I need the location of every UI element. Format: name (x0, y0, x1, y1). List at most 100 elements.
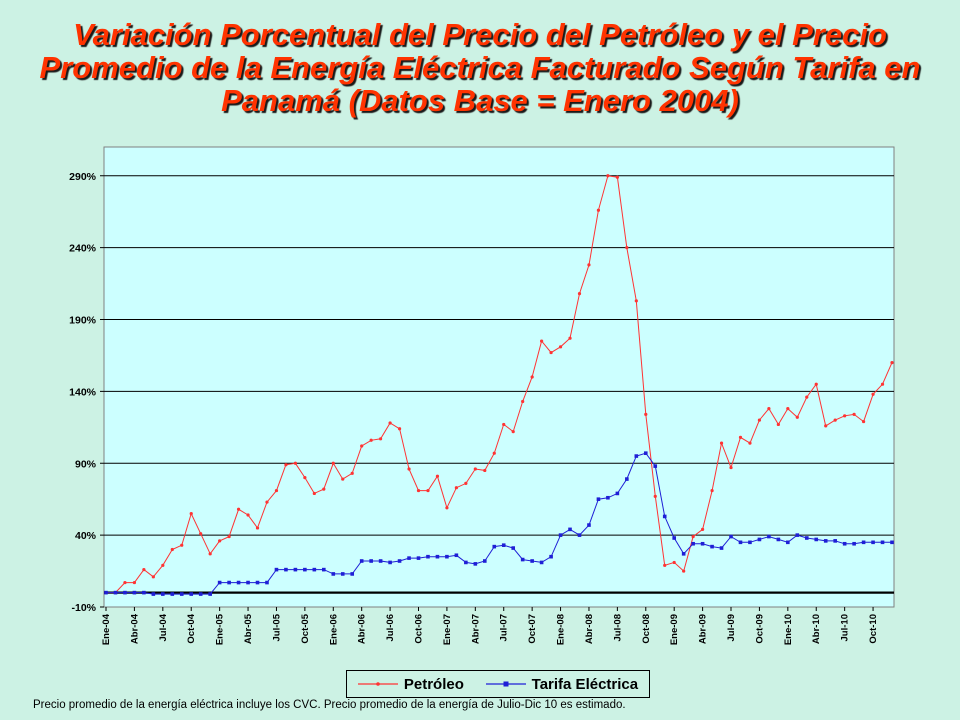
data-point-tarifa (445, 554, 449, 559)
data-point-tarifa (861, 540, 866, 545)
plot-area (103, 146, 895, 608)
data-point-tarifa (397, 559, 402, 563)
data-point-tarifa (890, 540, 894, 545)
legend-item-petroleo: Petróleo (357, 676, 464, 693)
data-point-petroleo (587, 263, 591, 267)
x-tick-label: Jul-10 (840, 614, 851, 641)
data-point-tarifa (606, 495, 610, 500)
data-point-petroleo (246, 513, 250, 517)
data-point-tarifa (246, 580, 250, 585)
data-point-petroleo (530, 375, 534, 379)
x-tick-label: Abr-07 (470, 614, 481, 644)
data-point-petroleo (549, 350, 553, 355)
data-point-petroleo (710, 488, 714, 493)
data-point-petroleo (369, 438, 373, 442)
data-point-tarifa (179, 592, 184, 596)
data-point-tarifa (293, 567, 298, 572)
data-point-petroleo (123, 580, 127, 585)
series-line-petroleo (106, 175, 893, 594)
data-point-petroleo (719, 441, 724, 445)
data-point-petroleo (691, 534, 695, 539)
x-tick-label: Ene-10 (783, 614, 794, 645)
x-tick-label: Abr-10 (811, 614, 822, 644)
data-point-tarifa (265, 580, 269, 585)
data-point-tarifa (804, 536, 809, 540)
data-point-tarifa (123, 590, 127, 595)
data-point-tarifa (255, 580, 260, 585)
data-point-tarifa (170, 592, 175, 596)
data-point-petroleo (454, 486, 458, 490)
data-point-tarifa (350, 572, 355, 576)
x-tick-label: Jul-07 (499, 614, 510, 641)
data-point-tarifa (473, 562, 478, 566)
data-point-tarifa (151, 592, 156, 596)
data-point-petroleo (625, 246, 629, 250)
data-point-petroleo (871, 392, 875, 396)
data-point-petroleo (236, 507, 241, 511)
x-tick-label: Oct-08 (641, 614, 652, 644)
data-point-petroleo (331, 461, 335, 465)
data-point-tarifa (681, 552, 686, 556)
x-tick-label: Oct-06 (414, 614, 425, 644)
data-point-petroleo (407, 467, 411, 471)
data-point-petroleo (521, 399, 525, 404)
legend-swatch-petroleo (357, 682, 398, 686)
data-point-petroleo (265, 500, 269, 504)
y-tick-label: 90% (75, 458, 97, 470)
footnote: Precio promedio de la energía eléctrica … (33, 699, 626, 711)
x-tick-label: Oct-07 (527, 614, 538, 644)
data-point-tarifa (359, 559, 364, 563)
data-point-tarifa (786, 540, 790, 545)
data-point-tarifa (653, 464, 658, 468)
data-point-petroleo (738, 435, 743, 439)
data-point-tarifa (833, 539, 837, 543)
data-point-petroleo (397, 427, 402, 431)
data-point-tarifa (189, 592, 194, 596)
data-point-petroleo (199, 532, 203, 536)
x-tick-label: Oct-10 (868, 614, 879, 644)
data-point-tarifa (369, 559, 373, 563)
data-point-tarifa (142, 590, 146, 595)
data-point-tarifa (691, 541, 695, 546)
data-point-tarifa (501, 543, 506, 547)
data-point-tarifa (416, 556, 421, 560)
data-point-petroleo (312, 491, 316, 496)
x-tick-label: Abr-09 (698, 614, 709, 644)
legend-item-tarifa: Tarifa Eléctrica (485, 676, 638, 693)
data-point-tarifa (596, 497, 601, 501)
data-point-petroleo (170, 547, 174, 552)
x-tick-label: Oct-09 (754, 614, 765, 644)
data-point-petroleo (653, 494, 657, 498)
series-petroleo (104, 174, 894, 595)
data-point-petroleo (757, 418, 762, 422)
x-tick-label: Abr-08 (584, 614, 595, 644)
data-point-petroleo (833, 418, 837, 422)
data-point-petroleo (558, 345, 563, 349)
data-point-petroleo (464, 481, 468, 485)
data-point-petroleo (596, 208, 601, 212)
data-point-tarifa (227, 580, 231, 585)
x-tick-label: Abr-06 (357, 614, 368, 644)
y-tick-label: 190% (69, 315, 97, 327)
data-point-tarifa (198, 592, 203, 596)
x-tick-label: Ene-06 (328, 614, 339, 645)
data-point-tarifa (577, 533, 582, 537)
data-point-tarifa (464, 560, 468, 565)
data-point-petroleo (483, 468, 487, 473)
data-point-petroleo (852, 412, 856, 416)
data-point-petroleo (379, 437, 383, 441)
x-tick-label: Ene-07 (442, 614, 453, 645)
data-point-tarifa (738, 540, 743, 545)
data-point-tarifa (842, 541, 847, 546)
data-point-tarifa (340, 572, 345, 576)
y-tick-label: 290% (69, 171, 97, 183)
y-tick-label: 240% (69, 243, 97, 255)
x-tick-label: Ene-09 (669, 614, 680, 645)
data-point-petroleo (189, 511, 193, 516)
x-tick-label: Ene-05 (215, 613, 226, 645)
data-point-tarifa (274, 567, 279, 572)
data-point-petroleo (824, 424, 828, 428)
data-point-petroleo (511, 430, 515, 434)
data-point-tarifa (871, 540, 875, 545)
data-point-tarifa (322, 567, 326, 572)
